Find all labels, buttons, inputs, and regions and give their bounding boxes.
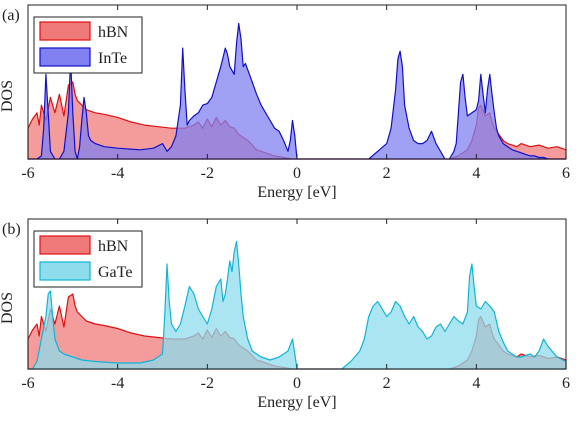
legend-label-hbn: hBN — [98, 238, 129, 255]
panel-b: -6 -4 -2 0 2 4 6 Energy [eV] DOS (b) hBN GaTe — [0, 218, 570, 411]
panel-label: (a) — [2, 7, 20, 24]
y-axis-label: DOS — [0, 292, 16, 324]
legend-swatch-hbn — [39, 21, 91, 41]
legend: hBN InTe — [33, 16, 143, 74]
series-area-inte — [27, 22, 567, 160]
x-tick-label: -2 — [201, 375, 214, 392]
legend-swatch-hbn — [39, 235, 91, 255]
x-tick-label: 4 — [472, 375, 480, 392]
panel-a: -6 -4 -2 0 2 4 6 Energy [eV] DOS (a) hBN InTe — [0, 4, 570, 201]
legend: hBN GaTe — [33, 230, 143, 288]
legend-swatch-inte — [39, 47, 91, 67]
x-tick-label: 6 — [562, 375, 570, 392]
x-tick-label: 2 — [383, 375, 391, 392]
x-tick-label: -2 — [201, 165, 214, 182]
x-tick-label: -6 — [21, 375, 34, 392]
x-tick-label: -6 — [21, 165, 34, 182]
x-tick-label: 2 — [383, 165, 391, 182]
legend-label-hbn: hBN — [98, 24, 129, 41]
y-axis-label: DOS — [0, 80, 16, 112]
x-tick-label: 0 — [293, 375, 301, 392]
x-tick-label: 6 — [562, 165, 570, 182]
x-tick-label: -4 — [111, 165, 124, 182]
panel-label: (b) — [2, 221, 21, 238]
x-axis-label: Energy [eV] — [257, 394, 336, 411]
x-tick-label: 4 — [472, 165, 480, 182]
x-axis-label: Energy [eV] — [257, 184, 336, 201]
legend-label-inte: InTe — [98, 50, 127, 67]
legend-label-gate: GaTe — [98, 264, 132, 281]
x-tick-label: 0 — [293, 165, 301, 182]
legend-swatch-gate — [39, 261, 91, 281]
x-tick-label: -4 — [111, 375, 124, 392]
